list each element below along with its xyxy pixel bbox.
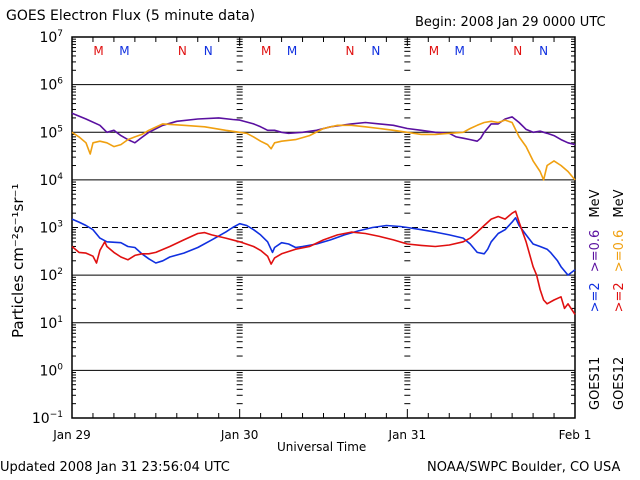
mn-marker: N	[204, 44, 213, 58]
series-goes11-0-6-mev	[71, 112, 576, 146]
legend-goes12-name: GOES12	[612, 356, 627, 410]
legend-goes12: GOES12 >=2 >=0.6 MeV	[612, 189, 627, 410]
legend-goes12-2mev: >=2	[612, 282, 627, 313]
x-tick-label: Feb 1	[559, 428, 592, 442]
series-goes12-0-6-mev	[71, 119, 576, 181]
credit-label: NOAA/SWPC Boulder, CO USA	[427, 460, 621, 475]
mn-marker: M	[455, 44, 465, 58]
legend-goes11-06mev: >=0.6	[588, 229, 603, 273]
mn-marker: M	[287, 44, 297, 58]
legend-goes12-06mev: >=0.6	[612, 229, 627, 273]
chart-title: GOES Electron Flux (5 minute data)	[6, 8, 256, 24]
legend-goes11-2mev: >=2	[588, 282, 603, 313]
mn-marker: M	[261, 44, 271, 58]
updated-timestamp: Updated 2008 Jan 31 23:56:04 UTC	[0, 460, 230, 475]
legend-goes11-unit: MeV	[588, 189, 603, 218]
y-tick-label: 101	[39, 315, 63, 332]
legend-goes12-unit: MeV	[612, 189, 627, 218]
begin-time-label: Begin: 2008 Jan 29 0000 UTC	[415, 15, 606, 30]
x-axis-label: Universal Time	[277, 440, 367, 454]
mn-marker: M	[429, 44, 439, 58]
mn-marker: N	[178, 44, 187, 58]
mn-marker: N	[371, 44, 380, 58]
mn-marker: N	[513, 44, 522, 58]
x-tick-label: Jan 31	[388, 428, 427, 442]
x-tick-label: Jan 30	[220, 428, 259, 442]
y-tick-label: 102	[39, 267, 63, 284]
y-tick-label: 100	[39, 362, 63, 379]
mn-marker: M	[119, 44, 129, 58]
y-tick-label: 105	[39, 124, 63, 141]
y-axis-label: Particles cm⁻²s⁻¹sr⁻¹	[9, 183, 27, 338]
y-tick-label: 106	[39, 77, 63, 94]
x-tick-label: Jan 29	[52, 428, 91, 442]
series-goes12-2-mev	[71, 210, 576, 315]
legend-goes11: GOES11 >=2 >=0.6 MeV	[588, 189, 603, 410]
y-tick-label: 103	[39, 220, 63, 237]
mn-marker: N	[346, 44, 355, 58]
mn-marker: M	[93, 44, 103, 58]
y-tick-label: 10−1	[32, 410, 63, 427]
y-tick-label: 104	[39, 172, 63, 189]
legend-goes11-name: GOES11	[588, 356, 603, 410]
mn-marker: N	[539, 44, 548, 58]
y-tick-label: 107	[39, 29, 63, 46]
series-goes11-2-mev	[71, 217, 576, 276]
